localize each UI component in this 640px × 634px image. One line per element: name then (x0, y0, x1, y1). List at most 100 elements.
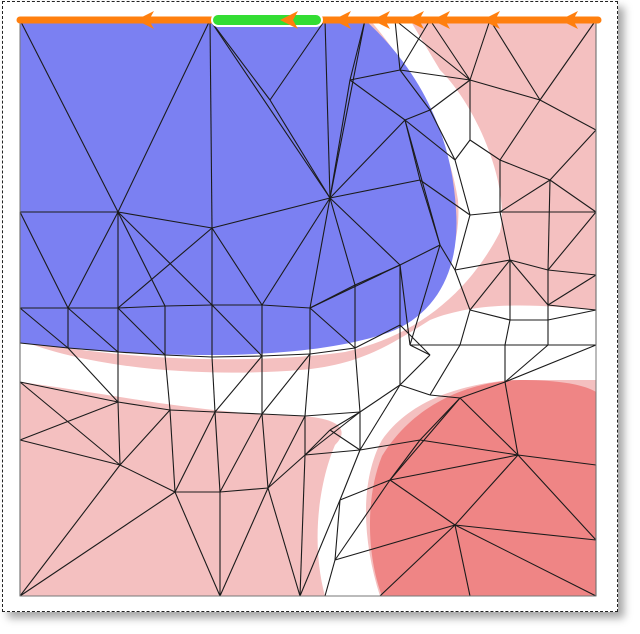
mesh-edge (169, 409, 216, 413)
mesh-edge (489, 19, 541, 101)
mesh-edge (214, 411, 263, 415)
mesh-edge (19, 19, 119, 213)
mesh-edge (547, 304, 597, 311)
mesh-edge (399, 324, 431, 356)
mesh-edge (499, 179, 551, 213)
mesh-edge (304, 411, 361, 417)
mesh-edge (261, 353, 311, 415)
mesh-edge (469, 211, 501, 216)
mesh-edge (454, 454, 519, 526)
mesh-edge (261, 413, 306, 417)
mesh-edge (339, 449, 361, 501)
mesh-edge (454, 524, 471, 597)
mesh-edge (389, 479, 456, 526)
mesh-edge (499, 159, 551, 181)
mesh-edge (429, 79, 471, 111)
mesh-edge (394, 19, 401, 71)
mesh-edge (439, 244, 456, 271)
mesh-edge (404, 119, 456, 161)
mesh-edge (169, 409, 176, 493)
mesh-edge (469, 259, 511, 311)
mesh-edge (211, 227, 263, 306)
mesh-edge (267, 454, 306, 489)
mesh-edge (164, 304, 213, 307)
mesh-edge (469, 19, 491, 81)
mesh-edge (209, 19, 331, 199)
mesh-edge (119, 464, 176, 493)
mesh-edge (261, 197, 331, 306)
mesh-edge (19, 307, 69, 349)
mesh-edge (359, 384, 401, 451)
gap-channel (20, 20, 596, 596)
left-arrow-icon (280, 11, 298, 29)
mesh-edge (547, 211, 597, 271)
mesh-edge (329, 411, 361, 431)
mesh-edge (19, 439, 121, 466)
mesh-edge (354, 324, 401, 349)
mesh-edge (174, 491, 221, 597)
mesh-edge (19, 464, 121, 597)
mesh-edge (164, 354, 171, 411)
mesh-edge (504, 344, 549, 383)
mesh-edge (549, 179, 597, 213)
flow-arrows (136, 11, 578, 29)
mesh-edge (399, 264, 411, 346)
mesh-edge (334, 499, 341, 561)
mesh-edge (211, 356, 216, 413)
mesh-edge (269, 19, 326, 101)
mesh-edge (547, 274, 597, 306)
mesh-edge (117, 211, 213, 229)
mesh-edge (354, 347, 361, 413)
mesh-edge (429, 344, 461, 396)
mesh-edge (499, 211, 511, 261)
mesh-edge (261, 353, 311, 357)
mesh-edge (547, 179, 551, 271)
mesh-edge (309, 347, 356, 355)
mesh-edge (164, 354, 213, 358)
boundary-highlight-segment (211, 13, 323, 27)
mesh-edge (394, 19, 471, 81)
mesh-edge (404, 109, 431, 121)
mesh-edge (209, 19, 213, 229)
mesh-edge (304, 411, 361, 456)
mesh-edge (329, 79, 351, 199)
mesh-edge (299, 454, 306, 597)
mesh-edge (359, 384, 401, 413)
left-arrow-icon (333, 11, 351, 29)
mesh-edge (509, 259, 549, 306)
mesh-edge (409, 244, 441, 346)
mesh-edge (349, 79, 406, 121)
mesh-edge (399, 244, 441, 266)
mesh-edge (389, 397, 461, 481)
mesh-edge (304, 449, 361, 456)
mesh-edge (499, 99, 541, 161)
mesh-edge (324, 559, 336, 597)
mesh-edge (454, 214, 471, 271)
mesh-edge (267, 487, 301, 597)
mesh-edge (117, 351, 166, 356)
mesh-edge (117, 211, 213, 306)
mesh-edge (117, 307, 166, 356)
mesh-edge (219, 413, 263, 493)
left-arrow-icon (432, 11, 450, 29)
mesh-edge (214, 355, 263, 413)
mesh-edge (304, 353, 311, 417)
mesh-edge (299, 499, 341, 597)
left-arrow-icon (406, 11, 424, 29)
blue-region (20, 20, 457, 356)
mesh-edge (334, 524, 456, 561)
mesh-edge (547, 309, 597, 321)
mesh-edge (211, 304, 263, 357)
mesh-edge (19, 401, 119, 441)
mesh-edge (359, 439, 421, 451)
mesh-edge (504, 344, 597, 383)
mesh-edge (19, 381, 121, 466)
mesh-edge (459, 397, 519, 456)
mesh-edge (117, 211, 166, 307)
mesh-edge (117, 305, 166, 309)
mesh-edge (469, 79, 541, 101)
mesh-edge (19, 381, 119, 403)
mesh-edge (389, 454, 519, 481)
mesh-edge (119, 409, 171, 466)
